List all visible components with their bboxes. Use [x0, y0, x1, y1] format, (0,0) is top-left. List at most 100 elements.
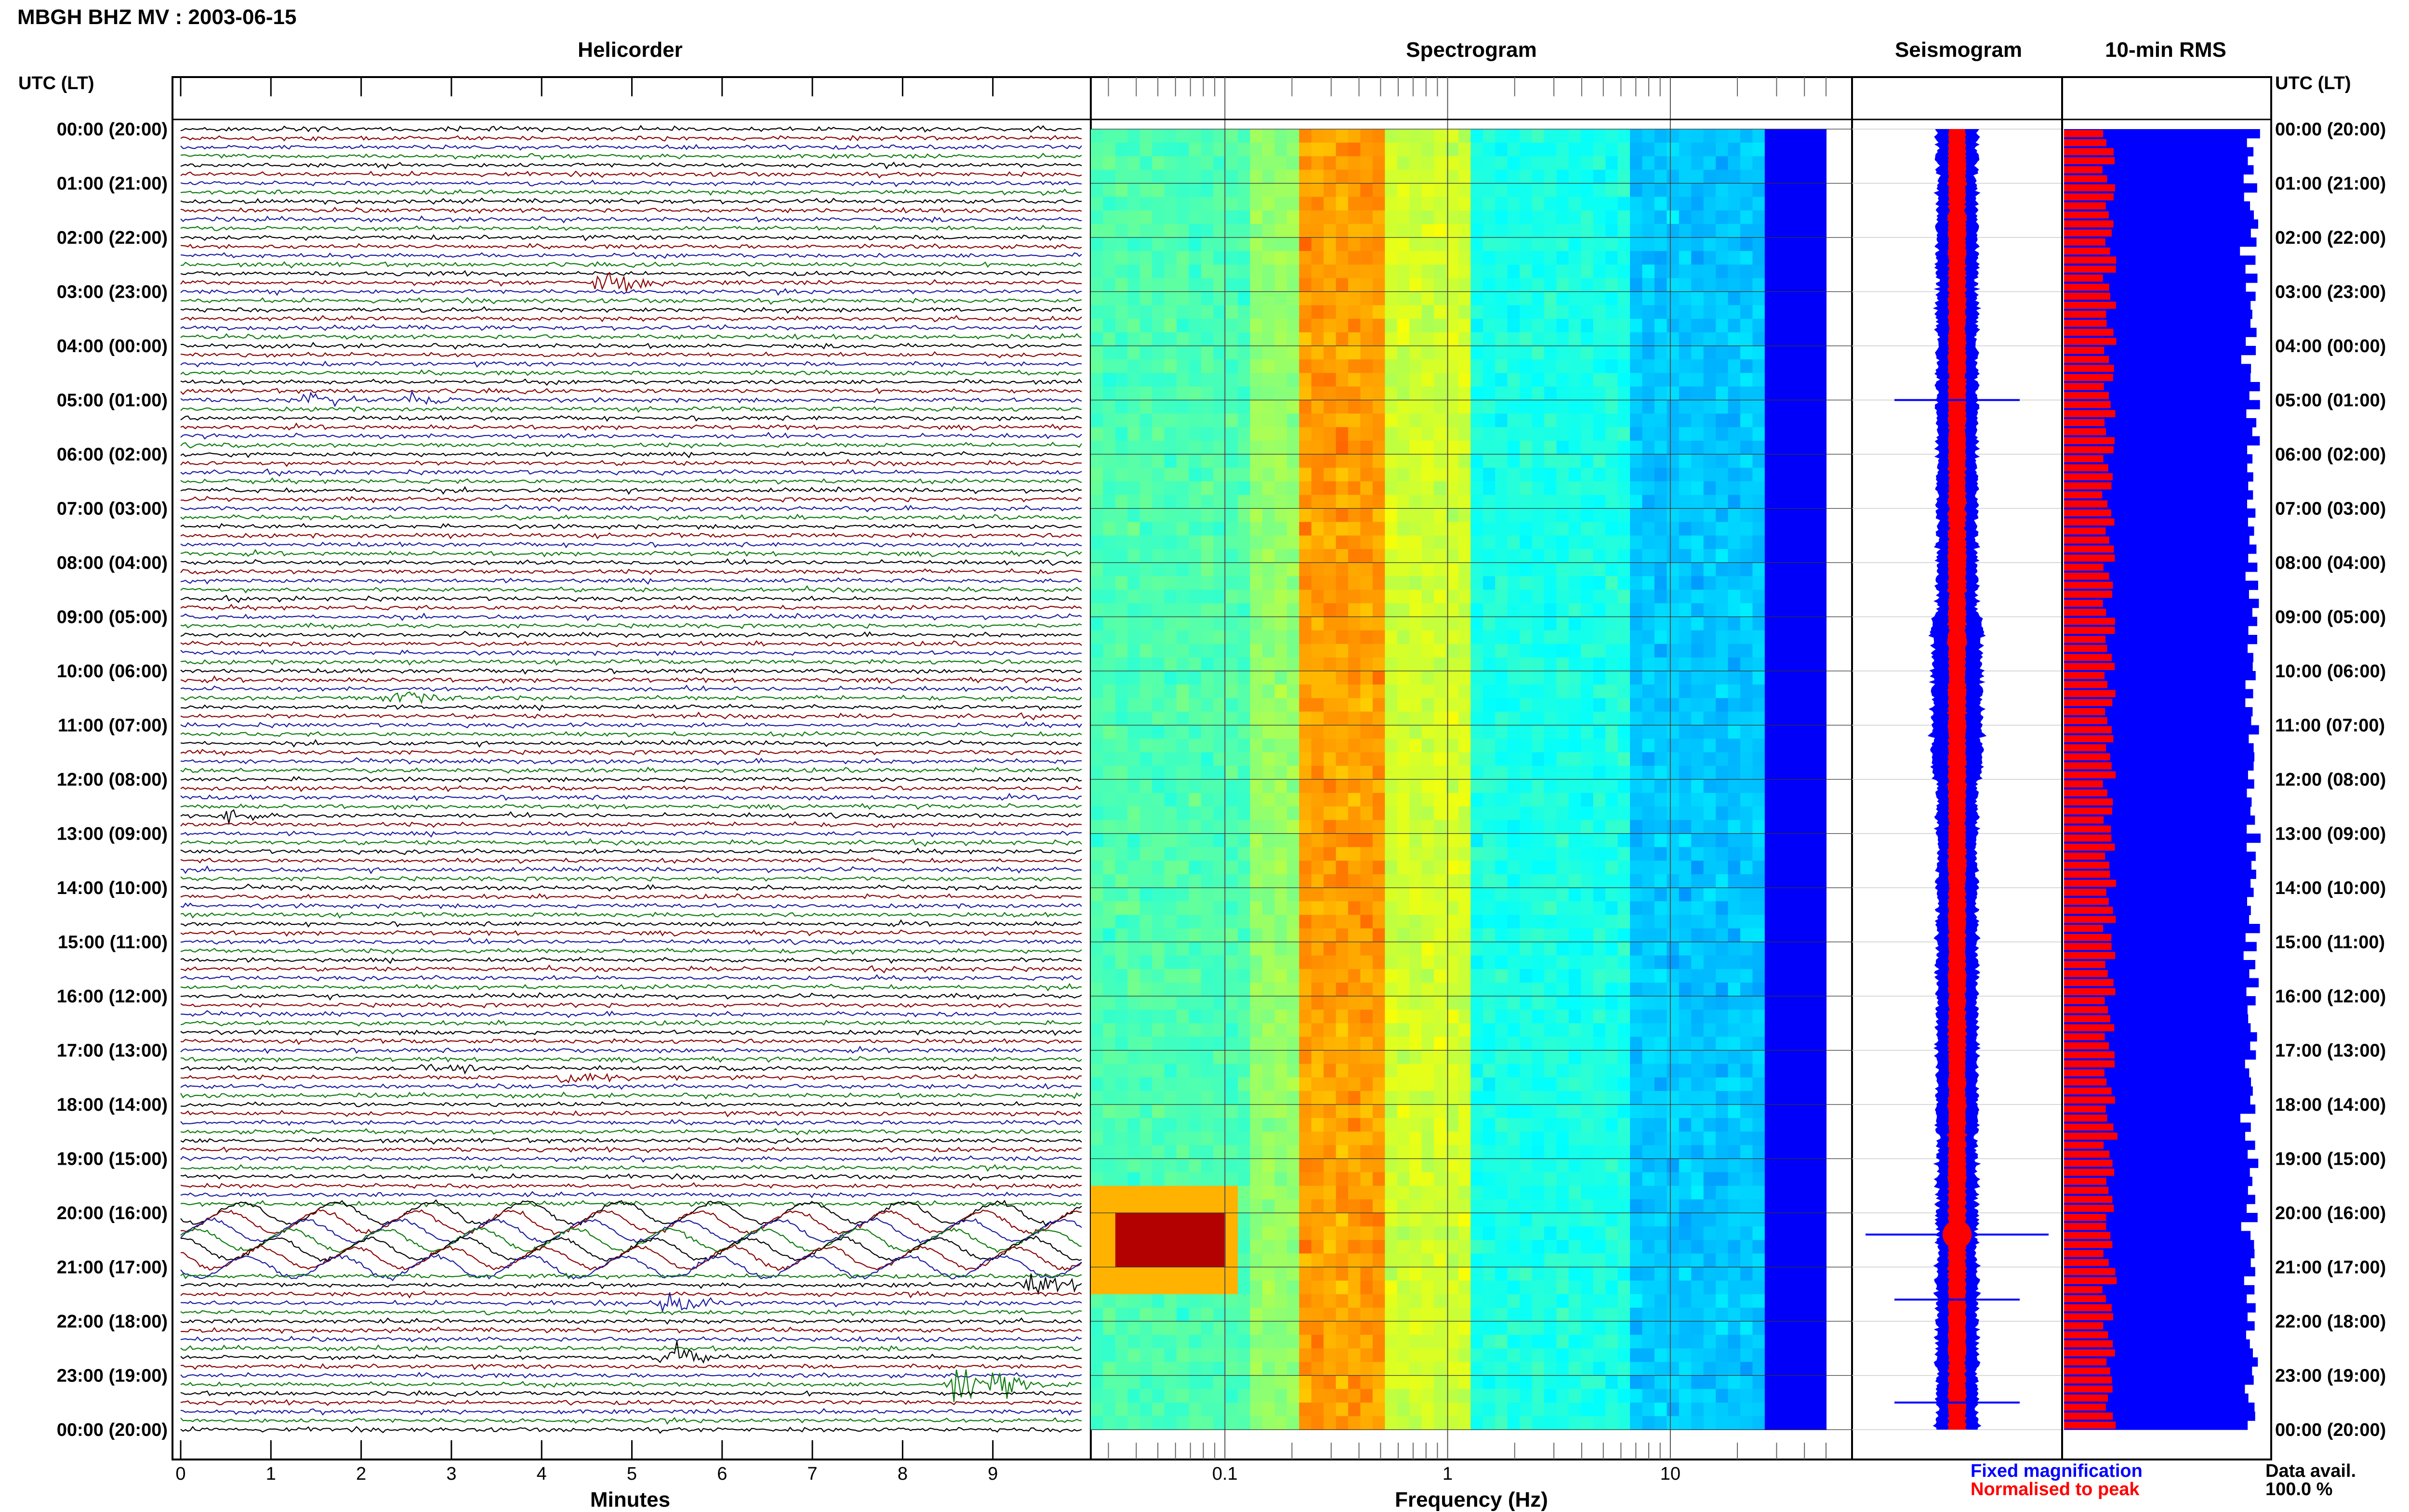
spectrogram-cell — [1507, 481, 1521, 496]
spectrogram-cell — [1446, 1091, 1459, 1105]
spectrogram-cell — [1789, 197, 1802, 211]
spectrogram-cell — [1385, 224, 1398, 238]
spectrogram-cell — [1164, 576, 1177, 591]
spectrogram-cell — [1617, 1145, 1630, 1159]
spectrogram-cell — [1801, 603, 1814, 618]
spectrogram-cell — [1139, 901, 1153, 916]
spectrogram-cell — [1507, 644, 1521, 658]
spectrogram-cell — [1593, 657, 1606, 671]
spectrogram-cell — [1470, 264, 1483, 279]
spectrogram-cell — [1213, 1158, 1226, 1173]
spectrogram-cell — [1544, 129, 1557, 144]
spectrogram-cell — [1679, 440, 1692, 455]
spectrogram-cell — [1605, 318, 1618, 333]
spectrogram-cell — [1336, 1077, 1349, 1091]
spectrogram-cell — [1764, 1010, 1778, 1024]
spectrogram-cell — [1544, 874, 1557, 888]
spectrogram-cell — [1225, 305, 1239, 319]
spectrogram-cell — [1421, 603, 1435, 618]
spectrogram-cell — [1446, 1010, 1459, 1024]
spectrogram-cell — [1703, 386, 1717, 401]
spectrogram-cell — [1397, 210, 1410, 224]
spectrogram-cell — [1103, 1077, 1116, 1091]
spectrogram-cell — [1728, 1077, 1741, 1091]
spectrogram-cell — [1286, 1037, 1300, 1051]
spectrogram-cell — [1777, 888, 1790, 902]
spectrogram-cell — [1324, 481, 1337, 496]
spectrogram-cell — [1324, 522, 1337, 536]
spectrogram-cell — [1716, 738, 1729, 753]
spectrogram-cell — [1691, 481, 1704, 496]
spectrogram-cell — [1520, 820, 1533, 834]
spectrogram-cell — [1642, 305, 1655, 319]
spectrogram-cell — [1507, 129, 1521, 144]
spectrogram-cell — [1482, 1185, 1496, 1200]
helicorder-line — [180, 1292, 1082, 1313]
spectrogram-cell — [1532, 752, 1545, 766]
spectrogram-cell — [1532, 386, 1545, 401]
spectrogram-cell — [1581, 427, 1594, 441]
spectrogram-cell — [1667, 264, 1680, 279]
spectrogram-cell — [1495, 603, 1508, 618]
spectrogram-cell — [1703, 508, 1717, 523]
spectrogram-cell — [1385, 251, 1398, 265]
spectrogram-cell — [1507, 237, 1521, 252]
spectrogram-cell — [1299, 1023, 1312, 1038]
spectrogram-cell — [1103, 860, 1116, 875]
spectrogram-cell — [1152, 644, 1165, 658]
spectrogram-cell — [1470, 278, 1483, 292]
spectrogram-cell — [1385, 928, 1398, 943]
spectrogram-cell — [1813, 197, 1827, 211]
spectrogram-cell — [1728, 224, 1741, 238]
spectrogram-cell — [1458, 630, 1471, 644]
spectrogram-cell — [1801, 495, 1814, 509]
spectrogram-cell — [1446, 779, 1459, 794]
spectrogram-cell — [1250, 535, 1263, 550]
spectrogram-cell — [1164, 860, 1177, 875]
spectrogram-cell — [1409, 454, 1422, 469]
helicorder-line — [180, 1128, 1082, 1136]
spectrogram-cell — [1189, 847, 1202, 861]
spectrogram-cell — [1286, 1023, 1300, 1038]
spectrogram-cell — [1336, 386, 1349, 401]
spectrogram-cell — [1238, 915, 1251, 929]
spectrogram-cell — [1667, 752, 1680, 766]
spectrogram-cell — [1642, 765, 1655, 780]
spectrogram-cell — [1740, 901, 1753, 916]
helicorder-line — [180, 1045, 1082, 1054]
spectrogram-cell — [1103, 969, 1116, 983]
spectrogram-cell — [1421, 291, 1435, 306]
spectrogram-cell — [1728, 603, 1741, 618]
spectrogram-cell — [1813, 847, 1827, 861]
spectrogram-cell — [1446, 224, 1459, 238]
spectrogram-cell — [1299, 129, 1312, 144]
spectrogram-cell — [1482, 847, 1496, 861]
spectrogram-cell — [1495, 738, 1508, 753]
spectrogram-cell — [1728, 590, 1741, 604]
spectrogram-cell — [1507, 156, 1521, 171]
spectrogram-cell — [1299, 251, 1312, 265]
spectrogram-cell — [1642, 563, 1655, 577]
spectrogram-cell — [1177, 928, 1190, 943]
spectrogram-cell — [1091, 454, 1104, 469]
spectrogram-cell — [1274, 291, 1287, 306]
spectrogram-cell — [1213, 440, 1226, 455]
spectrogram-cell — [1152, 413, 1165, 428]
spectrogram-cell — [1213, 495, 1226, 509]
spectrogram-cell — [1654, 779, 1668, 794]
spectrogram-cell — [1777, 427, 1790, 441]
spectrogram-cell — [1311, 644, 1324, 658]
spectrogram-cell — [1360, 603, 1373, 618]
spectrogram-cell — [1373, 793, 1386, 807]
spectrogram-cell — [1409, 752, 1422, 766]
spectrogram-cell — [1091, 901, 1104, 916]
spectrogram-cell — [1789, 251, 1802, 265]
spectrogram-cell — [1593, 698, 1606, 712]
spectrogram-cell — [1532, 698, 1545, 712]
spectrogram-cell — [1434, 440, 1447, 455]
spectrogram-cell — [1421, 752, 1435, 766]
spectrogram-cell — [1385, 129, 1398, 144]
spectrogram-cell — [1544, 197, 1557, 211]
spectrogram-cell — [1740, 590, 1753, 604]
spectrogram-cell — [1679, 264, 1692, 279]
